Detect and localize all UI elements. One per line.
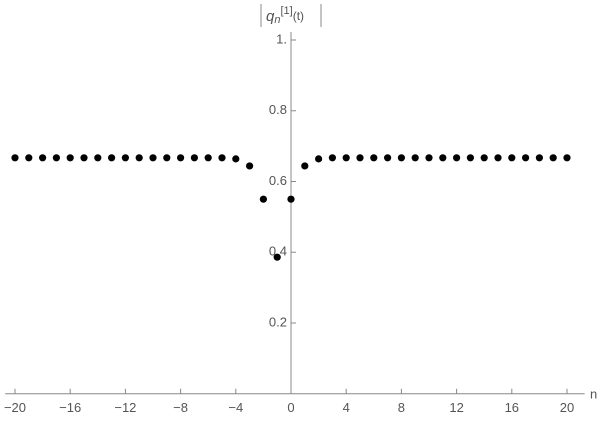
x-tick-label: −16 — [59, 400, 81, 415]
point — [384, 154, 392, 162]
point — [232, 155, 240, 163]
x-tick-label: 20 — [560, 400, 574, 415]
point — [273, 253, 281, 261]
y-tick-label: 0.6 — [269, 173, 287, 188]
point — [494, 154, 502, 162]
point — [425, 154, 433, 162]
x-tick-label: −4 — [228, 400, 243, 415]
point — [453, 154, 461, 162]
point — [190, 154, 198, 162]
point — [301, 162, 309, 170]
point — [287, 195, 295, 203]
point — [439, 154, 447, 162]
point — [328, 154, 336, 162]
point — [135, 154, 143, 162]
point — [549, 154, 557, 162]
point — [259, 195, 267, 203]
point — [508, 154, 516, 162]
point — [66, 154, 74, 162]
y-axis-label: qn[1](t) — [266, 5, 304, 26]
point — [218, 154, 226, 162]
point — [121, 154, 129, 162]
point — [411, 154, 419, 162]
x-tick-label: 12 — [449, 400, 463, 415]
x-tick-label: 0 — [287, 400, 294, 415]
point — [204, 154, 212, 162]
point — [342, 154, 350, 162]
point — [94, 154, 102, 162]
y-tick-label: 0.2 — [269, 314, 287, 329]
point — [246, 162, 254, 170]
point — [480, 154, 488, 162]
point — [466, 154, 474, 162]
point — [80, 154, 88, 162]
y-tick-label: 0.8 — [269, 102, 287, 117]
x-tick-label: 4 — [343, 400, 350, 415]
point — [163, 154, 171, 162]
x-tick-label: −8 — [173, 400, 188, 415]
point — [356, 154, 364, 162]
point — [39, 154, 47, 162]
y-tick-label: 1. — [276, 31, 287, 46]
point — [522, 154, 530, 162]
point — [177, 154, 185, 162]
point — [11, 154, 19, 162]
point — [370, 154, 378, 162]
point — [52, 154, 61, 162]
point — [535, 154, 544, 162]
x-tick-label: 16 — [505, 400, 519, 415]
point — [108, 154, 116, 162]
point — [563, 154, 571, 162]
x-axis-label: n — [590, 386, 597, 401]
point — [397, 154, 405, 162]
x-tick-label: −20 — [4, 400, 26, 415]
x-tick-label: 8 — [398, 400, 405, 415]
point — [315, 155, 323, 163]
point — [25, 154, 33, 162]
point — [149, 154, 157, 162]
x-tick-label: −12 — [114, 400, 136, 415]
y-tick-label: 0.4 — [269, 244, 287, 259]
